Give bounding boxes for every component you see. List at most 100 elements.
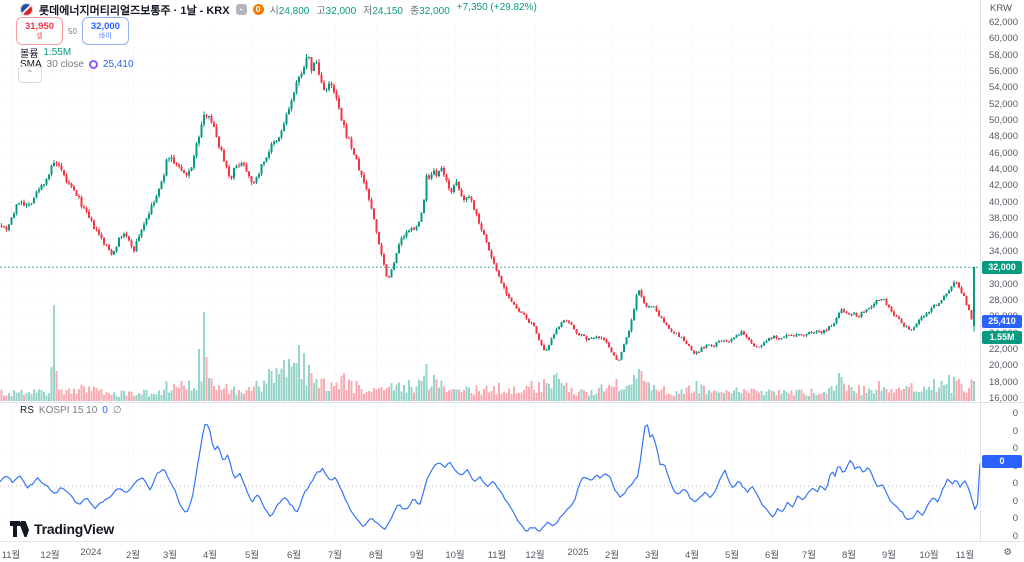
open-label: 시 (269, 6, 279, 17)
time-tick-label: 11월 (487, 550, 507, 561)
price-tick-label: 22,000 (988, 343, 1018, 355)
time-tick-label: 12월 (525, 550, 545, 561)
time-tick-label: 5월 (724, 550, 740, 561)
time-tick-label: 12월 (40, 550, 60, 561)
open-value: 24,800 (278, 6, 310, 17)
rs-tick-label: 0 (1012, 443, 1018, 454)
time-tick-label: 5월 (244, 550, 260, 561)
time-tick-label: 10월 (445, 550, 465, 561)
price-tick-label: 56,000 (988, 66, 1018, 78)
low-value: 24,150 (372, 6, 403, 17)
symbol-logo-icon (20, 3, 33, 16)
time-tick-label: 2025 (567, 547, 589, 558)
sma-value: 25,410 (102, 59, 134, 70)
price-tick-label: 28,000 (988, 294, 1018, 306)
time-tick-label: 9월 (881, 550, 897, 561)
rs-legend[interactable]: RS KOSPI 15 10 0 ∅ (20, 405, 122, 416)
buy-label: 바이 (98, 33, 112, 41)
price-tick-label: 58,000 (988, 49, 1018, 61)
price-tick-label: 34,000 (988, 245, 1018, 257)
rs-value: 0 (102, 405, 108, 416)
price-tick-label: 62,000 (988, 17, 1018, 28)
price-tick-label: 60,000 (988, 33, 1018, 45)
time-tick-label: 9월 (409, 550, 425, 561)
rs-tick-label: 0 (1012, 530, 1018, 542)
volume-label: 볼륨 (20, 49, 39, 60)
low-label: 저 (363, 6, 373, 17)
tradingview-logo-icon (10, 521, 29, 537)
price-tick-label: 36,000 (988, 229, 1018, 241)
tradingview-logo-text: TradingView (34, 521, 115, 537)
volume-legend[interactable]: 볼륨 1.55M (20, 45, 71, 60)
rs-tick-label: 0 (1012, 408, 1018, 419)
time-tick-label: 11월 (955, 550, 975, 561)
sell-button[interactable]: 31,950 셀 (16, 17, 63, 45)
sma-name: SMA (20, 59, 42, 70)
trade-buttons: 31,950 셀 50 32,000 바이 (16, 17, 129, 45)
time-tick-label: 10월 (919, 550, 939, 561)
sma-value-badge: 25,410 (982, 314, 1022, 328)
price-tick-label: 54,000 (988, 82, 1018, 94)
sma-legend[interactable]: SMA 30 close 25,410 (20, 59, 134, 70)
time-tick-label: 6월 (764, 550, 780, 561)
high-value: 32,000 (325, 6, 357, 17)
sma-params: 30 close (46, 59, 84, 70)
time-tick-label: 4월 (202, 550, 218, 561)
price-tick-label: 20,000 (988, 360, 1018, 372)
price-tick-label: 44,000 (988, 164, 1018, 176)
sma-source-icon[interactable] (88, 60, 98, 69)
time-tick-label: 2월 (604, 550, 620, 561)
market-status-icon[interactable]: - (235, 4, 247, 15)
high-label: 고 (316, 6, 326, 17)
change-value: +7,350 (+29.82%) (456, 2, 537, 13)
sell-label: 셀 (36, 33, 43, 41)
collapse-legend-button[interactable]: ⌃ (18, 66, 42, 83)
price-tick-label: 30,000 (988, 278, 1018, 290)
rs-tick-label: 0 (1012, 513, 1018, 524)
close-label: 종 (409, 6, 420, 17)
tradingview-logo[interactable]: TradingView (10, 521, 114, 537)
buy-price: 32,000 (90, 20, 120, 32)
time-tick-label: 2024 (80, 547, 102, 558)
rs-null-icon: ∅ (112, 405, 122, 416)
rs-tick-label: 0 (1012, 495, 1018, 507)
price-tick-label: 50,000 (988, 115, 1018, 127)
spread-value: 50 (68, 26, 77, 36)
price-tick-label: 48,000 (988, 131, 1018, 143)
time-axis[interactable]: ⚙ 11월 12월 2024 2월 3월 4월 5월 6월 7월 8월 9월 10월 11월 12월 202… (0, 541, 1024, 562)
price-tick-label: 42,000 (988, 180, 1018, 192)
volume-value-badge: 1.55M (982, 330, 1022, 344)
time-tick-label: 8월 (368, 550, 384, 561)
time-tick-label: 7월 (801, 550, 817, 561)
rs-value-badge: 0 (982, 455, 1022, 468)
last-price-badge: 32,000 (982, 260, 1022, 274)
buy-button[interactable]: 32,000 바이 (81, 17, 129, 45)
price-tick-label: 52,000 (988, 98, 1018, 110)
sell-price: 31,950 (24, 20, 55, 32)
time-tick-label: 2월 (125, 550, 141, 561)
rs-name: RS (20, 405, 34, 416)
price-tick-label: 16,000 (988, 393, 1018, 404)
price-axis[interactable]: KRW ⌄ 32,000 25,410 1.55M 0 62,000 60,000… (980, 0, 1024, 542)
time-tick-label: 7월 (327, 550, 343, 561)
volume-value: 1.55M (43, 47, 72, 58)
time-tick-label: 6월 (286, 550, 302, 561)
rs-tick-label: 0 (1012, 425, 1018, 437)
price-tick-label: 18,000 (988, 376, 1018, 388)
time-tick-label: 4월 (684, 550, 700, 561)
rs-tick-label: 0 (1012, 478, 1018, 489)
price-tick-label: 40,000 (988, 196, 1018, 208)
time-tick-label: 3월 (644, 550, 660, 561)
time-tick-label: 8월 (841, 550, 857, 561)
time-tick-label: 11월 (1, 550, 21, 561)
time-tick-label: 3월 (162, 550, 178, 561)
chevron-down-icon: ⌄ (1006, 4, 1012, 11)
symbol-title[interactable]: 롯데에너지머티리얼즈보통주 · 1날 - KRX (39, 4, 230, 17)
data-delay-badge[interactable]: 0 (252, 4, 264, 15)
price-tick-label: 38,000 (988, 213, 1018, 225)
close-value: 32,000 (419, 6, 450, 17)
gear-icon[interactable]: ⚙ (1003, 547, 1012, 558)
price-tick-label: 46,000 (988, 147, 1018, 159)
